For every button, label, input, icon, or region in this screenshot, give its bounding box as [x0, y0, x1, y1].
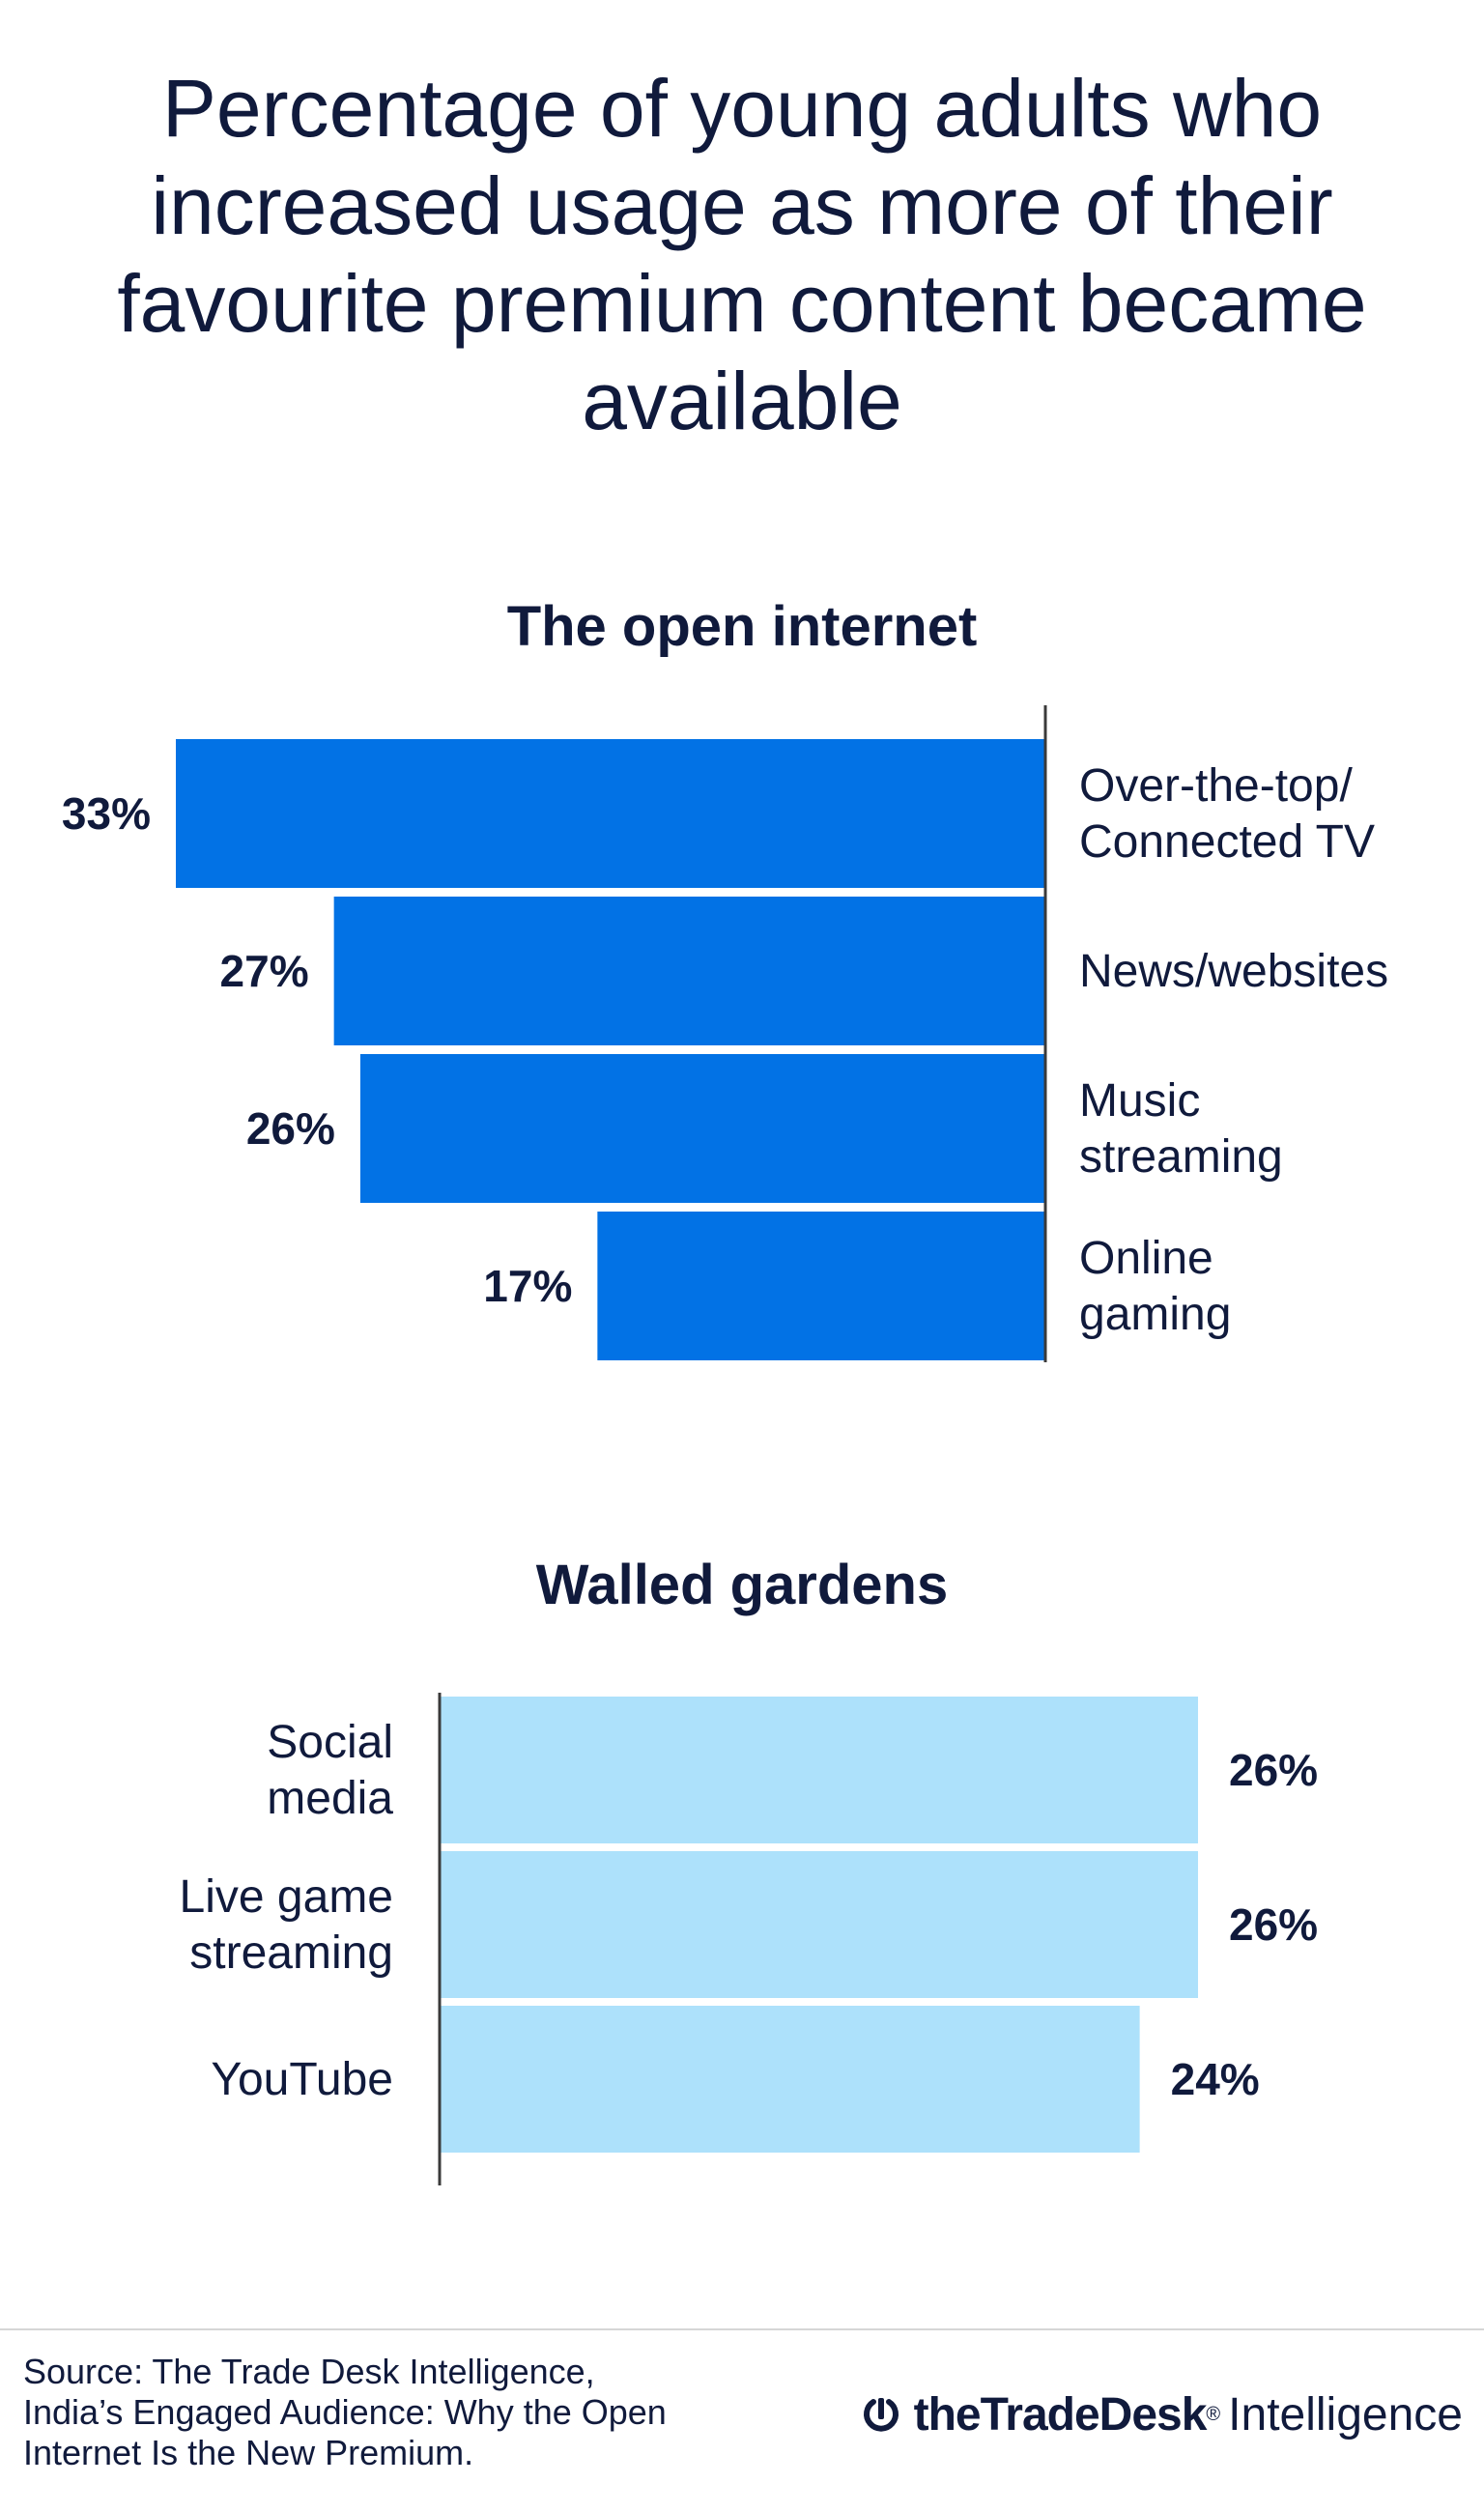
- open-internet-value-label-0: 33%: [62, 788, 151, 839]
- walled-gardens-bar-1: [440, 1851, 1198, 1998]
- brand-name: theTradeDesk: [913, 2389, 1208, 2441]
- open-internet-section-title: The open internet: [507, 595, 978, 658]
- source-note: Source: The Trade Desk Intelligence, Ind…: [23, 2352, 667, 2472]
- walled-gardens-category-label-1-line-1: streaming: [189, 1927, 393, 1979]
- walled-gardens-section-title: Walled gardens: [536, 1554, 949, 1616]
- chart-area: The open internet 33% Over-the-top/Connect…: [62, 595, 1388, 2185]
- open-internet-category-label-2-line-0: Music: [1079, 1075, 1200, 1127]
- walled-gardens-category-label-1-line-0: Live game: [180, 1871, 393, 1923]
- chart-title: Percentage of young adults who increased…: [117, 63, 1367, 446]
- open-internet-category-label-2: Music streaming: [1079, 1075, 1283, 1183]
- open-internet-category-label-2-line-1: streaming: [1079, 1131, 1283, 1183]
- trade-desk-logo-icon: [863, 2397, 899, 2432]
- walled-gardens-category-label-0: Social media: [267, 1717, 393, 1824]
- open-internet-category-label-1-line-0: News/websites: [1079, 946, 1388, 997]
- walled-gardens-bar-0: [440, 1697, 1198, 1843]
- open-internet-category-label-0-line-1: Connected TV: [1079, 816, 1375, 868]
- brand-logo: theTradeDesk ® Intelligence: [860, 2388, 1463, 2441]
- open-internet-bar-3: [597, 1212, 1045, 1360]
- open-internet-category-label-0-line-0: Over-the-top/: [1079, 760, 1353, 812]
- walled-gardens-value-label-0: 26%: [1229, 1745, 1318, 1795]
- walled-gardens-bar-2: [440, 2006, 1140, 2153]
- walled-gardens-category-label-0-line-1: media: [267, 1773, 393, 1824]
- open-internet-category-label-3: Online gaming: [1079, 1233, 1231, 1340]
- open-internet-category-label-1: News/websites: [1079, 946, 1388, 997]
- walled-gardens-category-label-0-line-0: Social: [267, 1717, 393, 1768]
- brand-registered-mark: ®: [1206, 2404, 1221, 2425]
- open-internet-value-label-3: 17%: [483, 1261, 572, 1311]
- open-internet-value-label-2: 26%: [246, 1103, 335, 1154]
- walled-gardens-value-label-2: 24%: [1171, 2054, 1260, 2104]
- walled-gardens-category-label-2-line-0: YouTube: [211, 2054, 393, 2105]
- open-internet-bar-0: [176, 739, 1045, 888]
- open-internet-category-label-3-line-1: gaming: [1079, 1289, 1231, 1340]
- brand-suffix: Intelligence: [1228, 2389, 1463, 2441]
- open-internet-value-label-1: 27%: [220, 946, 309, 996]
- footer-divider: [0, 2328, 1484, 2330]
- open-internet-bar-2: [359, 1054, 1046, 1203]
- open-internet-category-label-3-line-0: Online: [1079, 1233, 1213, 1284]
- walled-gardens-category-label-1: Live game streaming: [180, 1871, 393, 1979]
- open-internet-category-label-0: Over-the-top/Connected TV: [1079, 760, 1375, 868]
- walled-gardens-value-label-1: 26%: [1229, 1899, 1318, 1950]
- walled-gardens-category-label-2: YouTube: [211, 2054, 393, 2105]
- open-internet-bar-1: [333, 897, 1045, 1045]
